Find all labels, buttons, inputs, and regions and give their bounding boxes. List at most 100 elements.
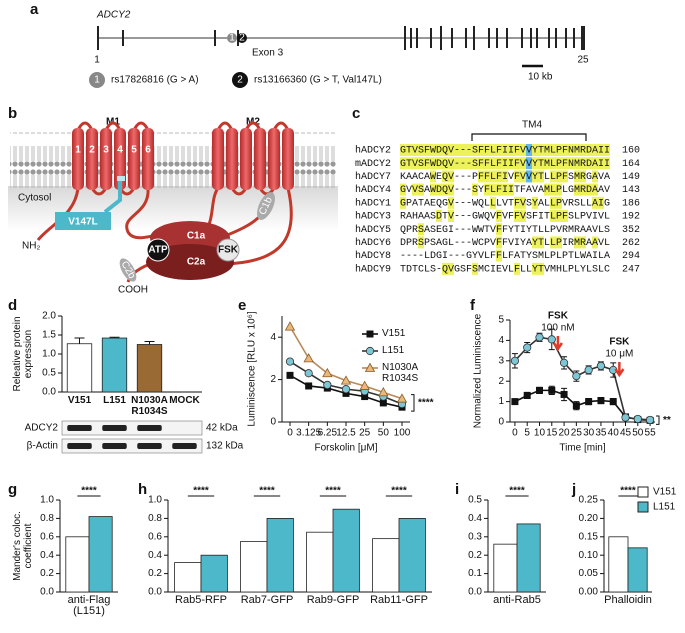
- residue-highlight: [454, 157, 460, 170]
- residue-highlight: [514, 157, 520, 170]
- sequence-end: 294: [622, 251, 640, 262]
- residue-highlight: [556, 196, 562, 209]
- helix: [72, 128, 84, 190]
- residue-highlight: [520, 144, 526, 156]
- sequence-end: 160: [622, 146, 640, 157]
- sequence-end: 149: [622, 172, 640, 183]
- x-tick-label-box: Rab5-RFP: [175, 595, 227, 606]
- residue-highlight: [598, 144, 604, 156]
- event-arrow: [552, 336, 563, 352]
- sequence-name: hADCY2: [355, 145, 391, 157]
- residue-highlight: [430, 144, 436, 156]
- residue-highlight: [448, 144, 454, 156]
- blot-band: [102, 443, 127, 449]
- error-bar: [109, 336, 120, 339]
- residue-highlight: [484, 170, 490, 183]
- legend-label-box: N1030A R1034S: [382, 362, 418, 384]
- residue-highlight: [538, 157, 544, 170]
- sequence: GPATAEQGV---WQLLLVTFVSYALLPVRSLLAIG: [400, 198, 610, 209]
- residue-highlight: [556, 236, 562, 249]
- residue-highlight: [448, 210, 454, 222]
- x-tick-label: V151: [67, 395, 92, 406]
- alignment: hADCY2 GTVSFWDQV---SFFLFIIFVVYTMLPFNMRDAI…: [355, 144, 640, 275]
- residue-highlight: [598, 196, 604, 209]
- exon: [530, 28, 532, 48]
- helix-number: 3: [103, 145, 109, 156]
- residue-highlight: [496, 157, 502, 170]
- residue-highlight: [418, 223, 424, 236]
- sequence-name: hADCY7: [355, 171, 391, 183]
- residue-highlight: [532, 236, 538, 249]
- residue-highlight: [586, 157, 592, 170]
- residue-highlight: [430, 170, 436, 183]
- panel-label: f: [470, 297, 476, 314]
- bar: [372, 538, 400, 593]
- bar: [88, 516, 113, 593]
- sequence-name: hADCY5: [355, 224, 391, 236]
- residue-highlight: [520, 196, 526, 209]
- y-tick-label: 0.8: [40, 513, 54, 524]
- blot-size: 132 kDa: [206, 441, 244, 452]
- y-tick-label: 0.6: [40, 531, 54, 542]
- x-tick-label-box: L151: [103, 395, 126, 406]
- residue-highlight: [490, 196, 496, 209]
- bar: [136, 344, 163, 393]
- y-tick-label: 4: [270, 332, 276, 343]
- sequence: QPRSASEGI---WWTVFFYTIYTLLPVRMRAAVLS: [400, 225, 610, 236]
- x-tick-label: 50: [632, 428, 644, 439]
- exon: [97, 26, 99, 50]
- x-tick-label: 10: [534, 428, 546, 439]
- y-tick-label: 0.20: [579, 513, 599, 524]
- residue-highlight: [550, 210, 556, 222]
- y-tick-label: 0.4: [468, 513, 482, 524]
- x-tick-label: 5: [524, 428, 530, 439]
- residue-highlight: [454, 144, 460, 156]
- x-tick-label: N1030A R1034S: [131, 395, 168, 417]
- marker: [364, 362, 376, 372]
- exon: [473, 26, 475, 50]
- residue-highlight: [604, 144, 610, 156]
- marker: [396, 393, 408, 403]
- event-dose: 100 nM: [541, 323, 574, 334]
- helix-number: 6: [145, 145, 151, 156]
- x-tick-label: Rab9-GFP: [306, 595, 360, 606]
- exon: [565, 28, 567, 48]
- residue-highlight: [436, 210, 442, 222]
- snp-id: 1: [94, 75, 100, 86]
- residue-highlight: [586, 144, 592, 156]
- marker: [341, 385, 351, 394]
- y-tick-label: 0.2: [148, 568, 162, 579]
- x-axis-label: Forskolin [μM]: [315, 443, 378, 454]
- sequence: GTVSFWDQV---SFFLFIIFVVYTMLPFNMRDAII: [400, 159, 610, 170]
- y-axis-label: Normalized Luminiscence: [473, 313, 484, 428]
- x-tick-label: 0: [512, 428, 518, 439]
- y-tick-label: 2: [498, 376, 504, 387]
- exon: [404, 26, 406, 50]
- exon-label: 1: [94, 55, 100, 66]
- x-axis-label: Time [min]: [559, 443, 606, 454]
- significance-bracket: [411, 394, 415, 412]
- significance: ****: [620, 486, 636, 497]
- bar: [398, 518, 426, 593]
- residue-highlight: [550, 236, 556, 249]
- residue-highlight: [496, 236, 502, 249]
- mutation-arrow: [103, 180, 122, 214]
- x-tick-label: 3.125: [296, 428, 321, 439]
- y-tick-label: 0.0: [40, 587, 54, 598]
- significance: ****: [509, 486, 525, 497]
- residue-highlight: [502, 170, 508, 183]
- marker: [342, 389, 350, 397]
- marker: [559, 358, 569, 367]
- residue-highlight: [562, 210, 568, 222]
- residue-highlight: [592, 157, 598, 170]
- snp-marker: [237, 33, 247, 43]
- significance: ****: [193, 486, 209, 497]
- x-tick-label-box: anti-Flag (L151): [68, 595, 111, 617]
- bar: [306, 531, 334, 593]
- residue-highlight: [400, 196, 406, 209]
- y-tick-label: 1.0: [148, 495, 162, 506]
- panel-label: e: [238, 297, 246, 314]
- residue-highlight: [484, 144, 490, 156]
- y-tick-label: 3: [498, 355, 504, 366]
- significance-bracket: [656, 415, 660, 425]
